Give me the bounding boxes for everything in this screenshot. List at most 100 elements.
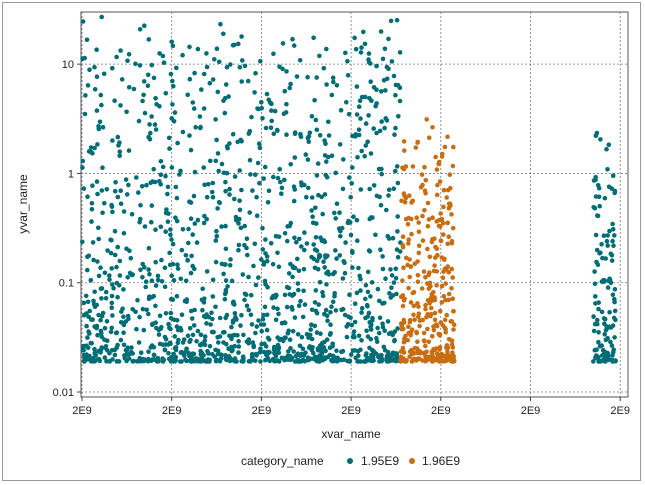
data-point (286, 285, 292, 291)
data-point (89, 341, 94, 346)
data-point (292, 315, 298, 320)
data-point (192, 307, 197, 313)
data-point (80, 239, 85, 245)
data-point (187, 44, 192, 50)
data-point (142, 110, 148, 116)
data-point (268, 240, 274, 246)
data-point (275, 306, 280, 312)
data-point (96, 225, 101, 231)
data-point (153, 227, 158, 232)
data-point (286, 357, 292, 362)
data-point (302, 230, 307, 235)
data-point (194, 240, 200, 245)
data-point (420, 317, 426, 323)
data-point (610, 292, 616, 298)
data-point (223, 188, 228, 194)
data-point (278, 179, 283, 185)
data-point (225, 145, 230, 151)
data-point (403, 164, 409, 169)
data-point (111, 286, 116, 291)
data-point (201, 220, 207, 226)
data-point (441, 232, 446, 237)
data-point (140, 274, 145, 280)
data-point (610, 353, 615, 358)
data-point (342, 312, 348, 318)
data-point (361, 29, 366, 35)
data-point (321, 238, 327, 243)
data-point (254, 213, 260, 218)
data-point (192, 169, 198, 175)
data-point (109, 266, 114, 271)
data-point (603, 350, 609, 355)
data-point (160, 53, 166, 59)
data-point (253, 71, 258, 76)
data-point (268, 125, 274, 130)
data-point (259, 257, 264, 262)
data-point (370, 353, 376, 359)
data-point (195, 217, 201, 223)
data-point (137, 63, 143, 68)
data-point (282, 292, 288, 298)
data-point (426, 217, 432, 222)
data-point (141, 327, 147, 333)
data-point (110, 209, 115, 215)
data-point (430, 334, 435, 339)
data-point (599, 309, 605, 315)
data-point (166, 321, 171, 327)
data-point (425, 326, 430, 332)
data-point (371, 183, 377, 188)
data-point (442, 144, 448, 150)
data-point (89, 219, 94, 224)
data-point (112, 252, 118, 258)
data-point (610, 358, 616, 363)
data-point (593, 301, 598, 306)
data-point (295, 281, 301, 286)
data-point (423, 190, 428, 196)
data-point (395, 214, 401, 219)
data-point (407, 354, 412, 359)
data-point (306, 357, 312, 363)
data-point (155, 273, 161, 279)
data-point (374, 101, 379, 106)
data-point (237, 168, 242, 173)
data-point (352, 319, 358, 325)
data-point (423, 302, 428, 308)
data-point (383, 88, 388, 93)
data-point (284, 69, 289, 74)
data-point (238, 225, 244, 231)
data-point (361, 359, 367, 364)
y-tick-label: 0.1 (59, 278, 74, 290)
data-point (189, 253, 194, 259)
data-point (266, 188, 272, 194)
data-point (208, 158, 213, 164)
data-point (284, 304, 290, 310)
data-point (80, 19, 86, 24)
data-point (389, 273, 395, 278)
data-point (359, 338, 364, 343)
data-point (258, 58, 263, 64)
data-point (222, 296, 228, 302)
data-point (309, 114, 315, 119)
data-point (416, 304, 421, 309)
data-point (174, 318, 180, 323)
data-point (90, 240, 96, 245)
data-point (270, 261, 276, 267)
data-point (354, 84, 360, 89)
data-point (85, 254, 90, 260)
data-point (332, 294, 337, 299)
data-point (365, 304, 370, 309)
data-point (387, 291, 392, 296)
data-point (200, 307, 205, 313)
data-point (164, 207, 169, 212)
data-point (440, 220, 446, 226)
data-point (94, 47, 99, 52)
data-point (357, 273, 363, 279)
data-point (141, 79, 147, 84)
data-point (162, 265, 168, 271)
data-point (95, 357, 101, 362)
data-point (607, 310, 612, 315)
data-point (356, 333, 362, 339)
data-point (370, 315, 375, 321)
data-point (351, 214, 356, 219)
data-point (389, 358, 394, 363)
